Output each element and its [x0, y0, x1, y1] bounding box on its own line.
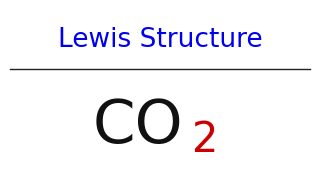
Text: 2: 2: [192, 119, 218, 161]
Text: Lewis Structure: Lewis Structure: [58, 27, 262, 53]
Text: CO: CO: [92, 96, 183, 156]
